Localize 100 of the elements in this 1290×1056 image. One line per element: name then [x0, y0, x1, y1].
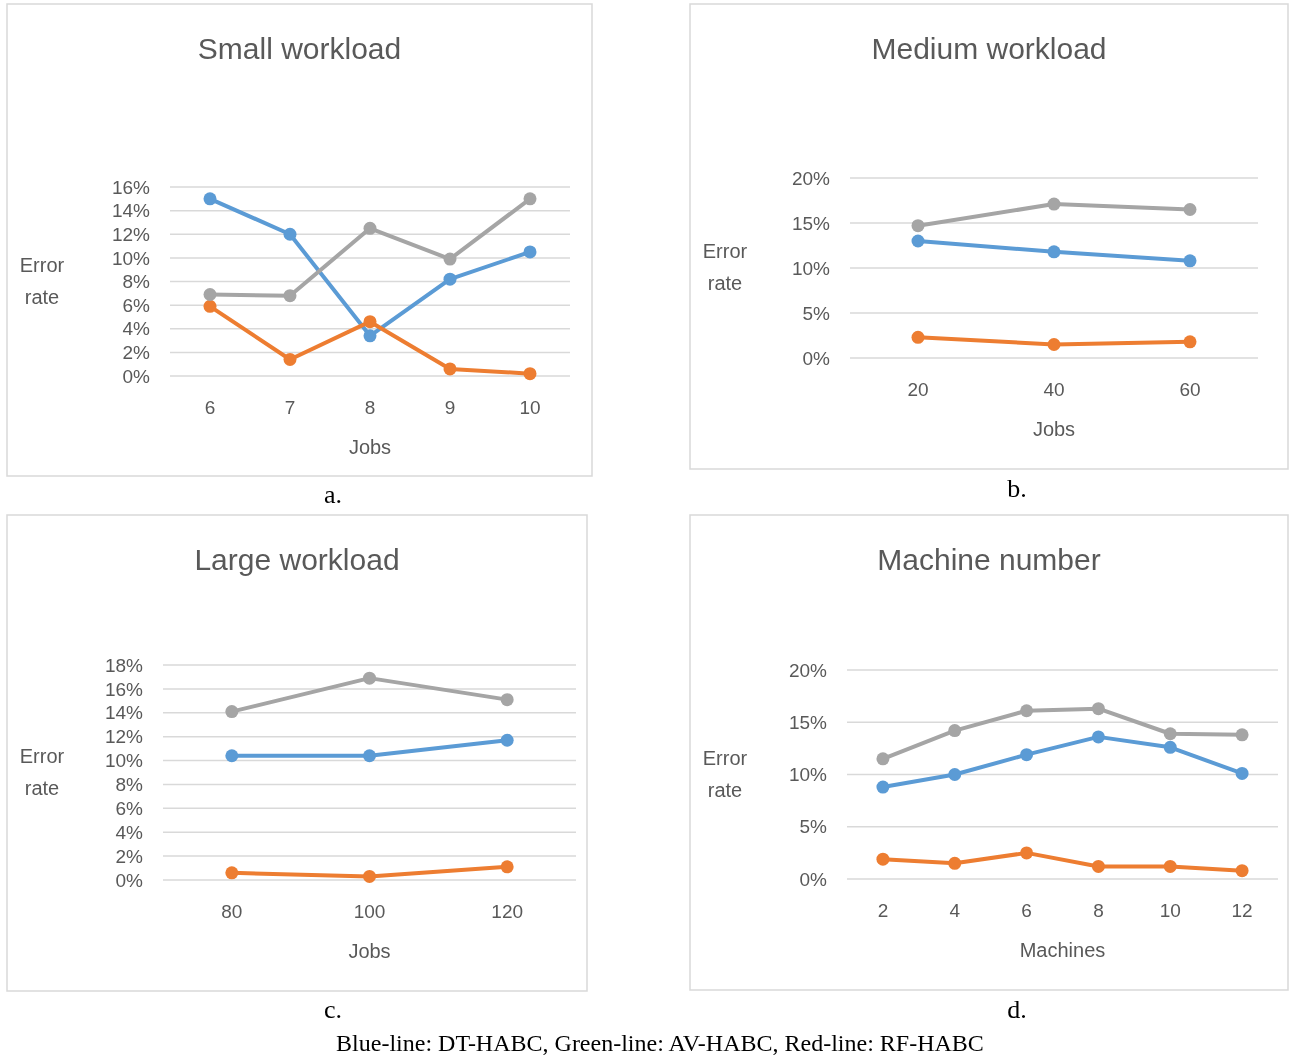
point: [363, 221, 377, 235]
point: [1047, 245, 1061, 259]
x-axis-title: Jobs: [348, 436, 392, 458]
point: [1235, 864, 1249, 878]
text: b.: [1007, 474, 1027, 503]
point: [1091, 730, 1105, 744]
y-tick-label: 6%: [115, 797, 144, 819]
y-tick-label: 15%: [788, 711, 828, 733]
point: [283, 227, 297, 241]
y-tick-label: 18%: [104, 654, 144, 676]
point: [443, 362, 457, 376]
point: [1183, 335, 1197, 349]
point: [1183, 254, 1197, 268]
text: a.: [323, 480, 343, 509]
point: [225, 866, 239, 880]
y-axis-title: Error rate: [19, 744, 65, 799]
y-tick-label: 16%: [111, 176, 151, 198]
point: [1047, 197, 1061, 211]
text: Blue-line: DT-HABC, Green-line: AV-HABC, Red-line: RF-HABC: [336, 1030, 984, 1056]
y-tick-label: 2%: [115, 845, 144, 867]
x-tick-label: 6: [204, 397, 216, 418]
chart-title: Large workload: [194, 543, 400, 576]
y-tick-label: 12%: [111, 223, 151, 245]
x-tick-label: 8: [364, 397, 376, 418]
y-tick-label: 4%: [122, 318, 151, 340]
point: [225, 749, 239, 763]
x-tick-label: 10: [1159, 900, 1181, 921]
x-tick-label: 100: [353, 901, 386, 922]
x-tick-label: 6: [1021, 900, 1032, 921]
point: [876, 780, 890, 794]
x-axis-title: Jobs: [348, 940, 391, 962]
y-tick-label: 6%: [122, 294, 151, 316]
x-tick-label: 10: [519, 397, 541, 418]
chart-title: Medium workload: [871, 32, 1107, 65]
point: [1163, 727, 1177, 741]
point: [948, 768, 962, 781]
x-tick-label: 60: [1179, 379, 1201, 400]
y-tick-label: 0%: [115, 869, 144, 891]
point: [523, 192, 537, 206]
point: [283, 289, 297, 303]
point: [1091, 859, 1105, 873]
point: [1235, 728, 1249, 742]
y-axis-title: Error rate: [19, 253, 65, 308]
point: [1047, 338, 1061, 351]
y-axis-title: Error rate: [702, 746, 748, 801]
y-tick-label: 15%: [791, 212, 831, 234]
y-tick-label: 14%: [104, 702, 144, 724]
y-tick-label: 10%: [104, 750, 144, 772]
x-tick-label: 9: [444, 397, 456, 418]
point: [523, 367, 537, 381]
y-tick-label: 20%: [791, 167, 831, 189]
x-axis-title: Machines: [1019, 939, 1106, 961]
y-tick-label: 10%: [791, 257, 831, 279]
point: [948, 856, 962, 870]
chart-title: Machine number: [877, 543, 1101, 576]
point: [443, 272, 457, 286]
y-tick-label: 8%: [115, 774, 144, 796]
point: [203, 299, 217, 313]
point: [1235, 766, 1249, 780]
x-tick-label: 120: [491, 901, 524, 922]
point: [523, 245, 537, 259]
text: d.: [1007, 995, 1027, 1024]
y-axis-title: Error rate: [702, 240, 748, 294]
x-tick-label: 80: [221, 901, 243, 922]
x-tick-label: 40: [1043, 379, 1065, 400]
point: [1091, 702, 1105, 716]
point: [948, 724, 962, 738]
point: [911, 219, 925, 233]
point: [1163, 740, 1177, 754]
x-tick-label: 2: [877, 900, 889, 921]
y-tick-label: 20%: [788, 659, 828, 681]
y-tick-label: 0%: [799, 868, 828, 890]
x-tick-label: 20: [907, 379, 929, 400]
text: c.: [323, 995, 343, 1024]
point: [363, 869, 376, 883]
point: [1020, 748, 1034, 762]
y-tick-label: 8%: [122, 271, 151, 293]
y-tick-label: 12%: [104, 726, 144, 748]
x-tick-label: 4: [949, 900, 961, 921]
y-tick-label: 0%: [802, 347, 831, 369]
point: [363, 749, 376, 763]
y-tick-label: 10%: [111, 247, 151, 269]
x-tick-label: 8: [1093, 900, 1104, 921]
chart-title: Small workload: [197, 32, 402, 65]
point: [203, 192, 217, 206]
point: [363, 671, 376, 685]
y-tick-label: 14%: [111, 200, 151, 222]
point: [1020, 846, 1034, 860]
point: [911, 234, 925, 248]
point: [443, 252, 457, 266]
x-axis-title: Jobs: [1032, 418, 1076, 440]
point: [500, 733, 514, 747]
point: [363, 329, 377, 343]
point: [283, 352, 297, 366]
x-tick-label: 12: [1231, 900, 1253, 921]
point: [1020, 704, 1034, 718]
point: [911, 330, 925, 344]
y-tick-label: 0%: [122, 365, 151, 387]
point: [1163, 859, 1177, 873]
point: [225, 705, 239, 719]
